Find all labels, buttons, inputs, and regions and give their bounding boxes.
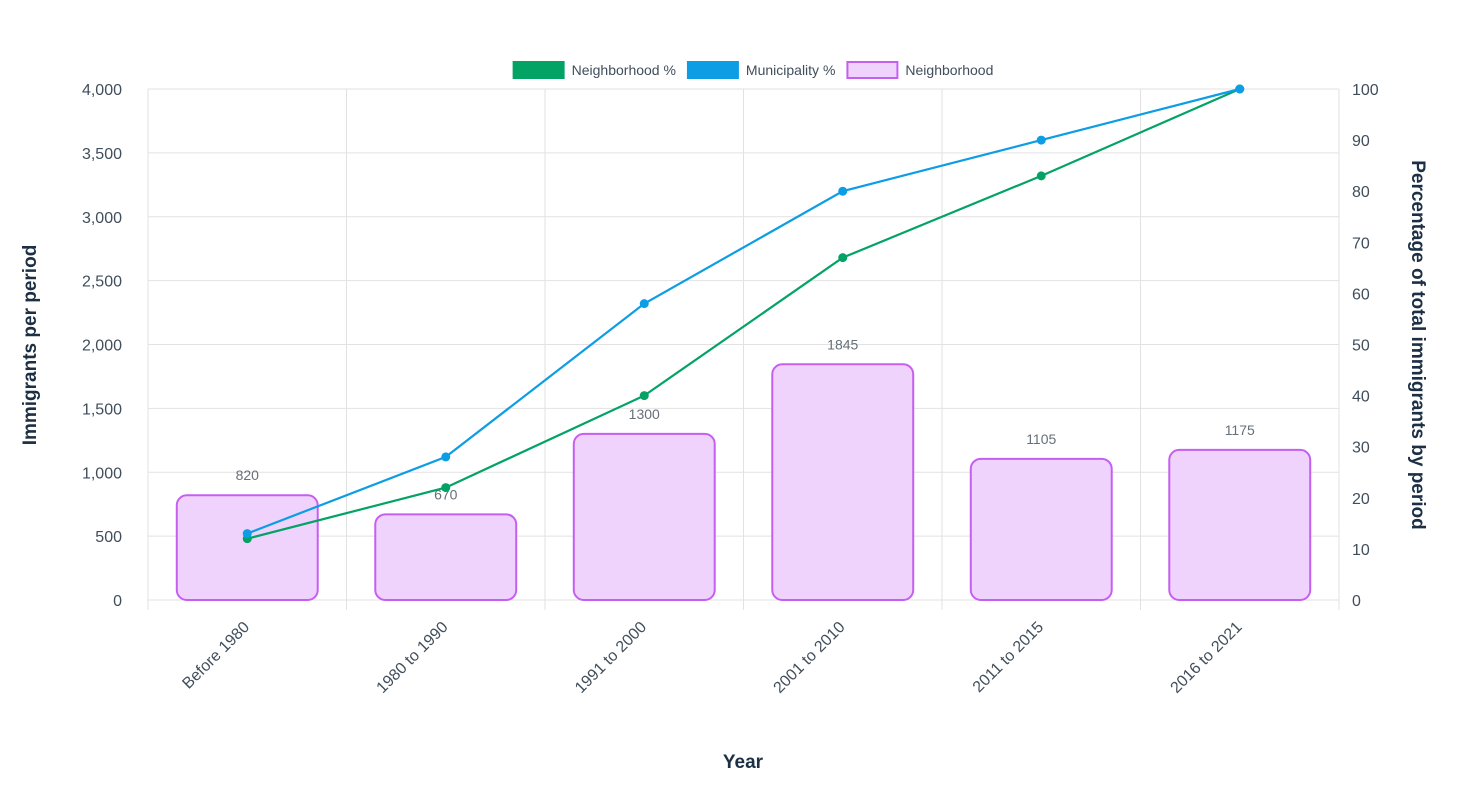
bar-1991-to-2000 xyxy=(572,432,716,601)
legend-swatch-neighborhood xyxy=(512,61,565,79)
bar-data-label-2011-to-2015: 1105 xyxy=(1026,431,1056,447)
y-tick-label: 500 xyxy=(95,529,122,546)
legend-label-neighborhood[interactable]: Neighborhood % xyxy=(572,62,676,78)
x-tick-label-2011-to-2015: 2011 to 2015 xyxy=(970,619,1047,696)
bar-2016-to-2021 xyxy=(1168,448,1312,601)
point-municipality-before-1980 xyxy=(242,529,252,539)
bar-2011-to-2015 xyxy=(969,457,1113,601)
bar-data-label-before-1980: 820 xyxy=(236,467,260,483)
y2-tick-label: 30 xyxy=(1352,440,1370,457)
bar-data-labels: 820 670 1300 1845 1105 1175 xyxy=(236,336,1255,502)
bar-data-label-2001-to-2010: 1845 xyxy=(827,336,858,352)
y-axis-right-ticks: 0 10 20 30 40 50 60 70 80 90 100 xyxy=(1352,82,1379,610)
y-tick-label: 1,500 xyxy=(82,401,122,418)
point-neighborhood-2001-to-2010 xyxy=(838,253,848,263)
y2-tick-label: 50 xyxy=(1352,338,1370,355)
y-tick-label: 1,000 xyxy=(82,465,122,482)
y-tick-label: 3,000 xyxy=(82,210,122,227)
point-neighborhood-1991-to-2000 xyxy=(639,391,649,401)
bar-2001-to-2010 xyxy=(771,363,915,601)
y2-tick-label: 70 xyxy=(1352,235,1370,252)
x-axis-title: Year xyxy=(723,752,764,773)
y-axis-right-title: Percentage of total immigrants by period xyxy=(1407,160,1428,530)
line-neighborhood xyxy=(246,87,1241,540)
x-tick-label-1980-to-1990: 1980 to 1990 xyxy=(373,619,451,697)
point-municipality-2001-to-2010 xyxy=(838,186,848,196)
y2-tick-label: 80 xyxy=(1352,184,1370,201)
y-axis-left-ticks: 0 500 1,000 1,500 2,000 2,500 3,000 3,500 4,000 xyxy=(82,82,122,610)
point-neighborhood-1980-to-1990 xyxy=(441,483,451,493)
y-axis-left-title: Immigrants per period xyxy=(20,245,41,446)
y2-tick-label: 20 xyxy=(1352,491,1370,508)
bar-data-label-2016-to-2021: 1175 xyxy=(1225,422,1255,438)
legend-swatch-municipality xyxy=(686,61,739,79)
y-tick-label: 3,500 xyxy=(82,146,122,163)
point-municipality-2016-to-2021 xyxy=(1235,84,1245,94)
legend-label-municipality[interactable]: Municipality % xyxy=(746,62,835,78)
y-tick-label: 2,500 xyxy=(82,274,122,291)
y2-tick-label: 60 xyxy=(1352,286,1370,303)
y-tick-label: 2,000 xyxy=(82,338,122,355)
point-municipality-2011-to-2015 xyxy=(1036,135,1046,145)
x-axis-ticks: Before 1980 1980 to 1990 1991 to 2000 2001 … xyxy=(179,619,1245,697)
point-neighborhood-2011-to-2015 xyxy=(1036,171,1046,181)
y2-tick-label: 90 xyxy=(1352,133,1370,150)
legend-label-neighborhood[interactable]: Neighborhood xyxy=(905,62,993,78)
bar-data-label-1991-to-2000: 1300 xyxy=(629,406,660,422)
y2-tick-label: 0 xyxy=(1352,593,1361,610)
legend-swatch-neighborhood xyxy=(846,61,899,79)
bar-1980-to-1990 xyxy=(374,513,518,601)
bar-series xyxy=(175,363,1312,601)
x-tick-label-before-1980: Before 1980 xyxy=(179,619,253,693)
point-municipality-1991-to-2000 xyxy=(639,299,649,309)
grid-lines xyxy=(147,88,1340,610)
y2-tick-label: 10 xyxy=(1352,542,1370,559)
y-tick-label: 4,000 xyxy=(82,82,122,99)
bar-data-label-1980-to-1990: 670 xyxy=(434,486,458,502)
y2-tick-label: 40 xyxy=(1352,389,1370,406)
x-tick-label-2016-to-2021: 2016 to 2021 xyxy=(1167,619,1245,697)
line-municipality xyxy=(246,87,1241,535)
y2-tick-label: 100 xyxy=(1352,82,1379,99)
point-municipality-1980-to-1990 xyxy=(441,452,451,462)
line-series xyxy=(242,84,1245,544)
legend: Neighborhood % Municipality % Neighborhood xyxy=(512,61,993,79)
bar-before-1980 xyxy=(175,494,319,601)
y-tick-label: 0 xyxy=(113,593,122,610)
x-tick-label-2001-to-2010: 2001 to 2010 xyxy=(770,619,848,697)
x-tick-label-1991-to-2000: 1991 to 2000 xyxy=(572,619,650,697)
